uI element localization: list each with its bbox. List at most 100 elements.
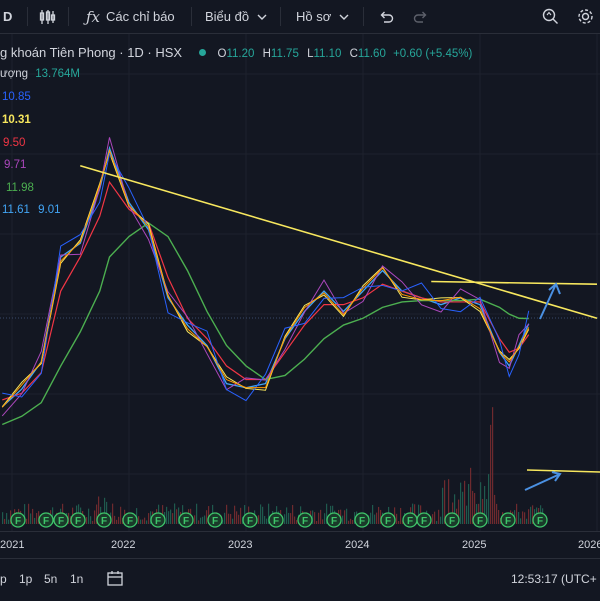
series-line-2 — [2, 180, 530, 401]
volume-bar — [10, 510, 12, 524]
volume-bar — [104, 497, 106, 524]
event-marker-icon — [380, 512, 396, 528]
volume-bar — [432, 514, 434, 524]
gear-icon — [578, 9, 593, 24]
volume-bar — [342, 515, 344, 524]
indicator-templates-icon[interactable] — [38, 0, 56, 33]
x-tick-2023: 2023 — [228, 539, 253, 551]
settings-button[interactable] — [576, 0, 595, 33]
open-value: 11.20 — [226, 48, 255, 60]
event-marker-icon — [532, 512, 548, 528]
volume-bar — [474, 493, 476, 524]
low-label: L — [307, 48, 314, 60]
volume-bar — [142, 519, 144, 524]
event-marker-icon — [38, 512, 54, 528]
symbol-button[interactable]: D — [3, 0, 12, 33]
volume-bar — [294, 516, 296, 524]
volume-bar — [226, 504, 228, 524]
volume-bar — [136, 508, 138, 524]
x-tick-2021: 2021 — [0, 539, 25, 551]
ma-value-6: 11.61 — [2, 204, 30, 216]
event-marker-label: F — [421, 516, 427, 527]
volume-bar — [6, 513, 8, 524]
chart-type-label: Biểu đồ — [205, 9, 250, 24]
volume-bar — [464, 480, 466, 524]
ma-legend-3: 9.50 — [3, 137, 26, 149]
volume-bar — [140, 519, 142, 524]
volume-bar — [230, 513, 232, 524]
volume-bar — [284, 514, 286, 524]
volume-bar — [146, 520, 148, 524]
volume-bar — [86, 517, 88, 524]
event-marker-label: F — [101, 516, 107, 527]
event-marker-icon — [150, 512, 166, 528]
volume-bar — [208, 506, 210, 524]
redo-button[interactable] — [413, 0, 429, 33]
volume-bar — [26, 518, 28, 524]
volume-bar — [516, 503, 518, 524]
range-1n[interactable]: 1n — [70, 572, 84, 586]
volume-bar — [200, 517, 202, 524]
undo-button[interactable] — [378, 0, 394, 33]
arrow-up-volume-head — [551, 471, 562, 482]
arrow-up-price-head — [548, 282, 561, 295]
volume-bar — [2, 512, 4, 524]
volume-bar — [486, 499, 488, 524]
event-marker-icon — [268, 512, 284, 528]
volume-bar — [68, 512, 70, 524]
clock-display[interactable]: 12:53:17 (UTC+ — [511, 572, 597, 586]
volume-bar — [344, 510, 346, 524]
volume-bar — [322, 519, 324, 524]
volume-bar — [462, 491, 464, 524]
volume-bar — [434, 511, 436, 524]
volume-bar — [468, 484, 470, 524]
date-range-button[interactable] — [106, 569, 124, 590]
chart-type-button[interactable]: Biểu đồ — [205, 0, 269, 33]
volume-bar — [350, 518, 352, 524]
volume-bar — [438, 509, 440, 524]
ma-line-2 — [1, 137, 530, 417]
volume-bar — [206, 510, 208, 524]
symbol-legend: g khoán Tiên Phong · 1D · HSX O11.20 H11… — [0, 45, 472, 60]
profile-button[interactable]: Hồ sơ — [296, 0, 351, 33]
event-marker-label: F — [505, 516, 511, 527]
x-tick-2026: 2026 — [578, 539, 600, 551]
volume-bar — [34, 517, 36, 524]
event-marker-label: F — [155, 516, 161, 527]
volume-bar — [120, 506, 122, 524]
volume-bar — [482, 498, 484, 524]
volume-bar — [530, 506, 532, 524]
volume-bar — [266, 518, 268, 524]
event-marker-label: F — [331, 516, 337, 527]
volume-bar — [288, 512, 290, 524]
range-1p[interactable]: 1p — [19, 572, 33, 586]
volume-bar — [472, 490, 474, 524]
volume-bar — [318, 512, 320, 524]
indicators-button[interactable]: ƒx Các chỉ báo — [86, 0, 175, 33]
profile-label: Hồ sơ — [296, 9, 332, 24]
range-5n[interactable]: 5n — [44, 572, 58, 586]
time-axis[interactable]: 2021 2022 2023 2024 2025 2026 — [0, 531, 600, 558]
volume-bar — [458, 499, 460, 524]
volume-bar — [172, 513, 174, 524]
quick-search-button[interactable] — [541, 0, 560, 33]
range-p[interactable]: p — [0, 572, 7, 586]
volume-bar — [460, 482, 462, 524]
volume-bar — [112, 503, 114, 524]
volume-bar — [348, 520, 350, 524]
volume-bar — [526, 518, 528, 524]
event-marker-icon — [96, 512, 112, 528]
ma-legend-4: 9.71 — [4, 159, 27, 171]
volume-bar — [316, 520, 318, 524]
change-value: +0.60 (+5.45%) — [393, 48, 473, 60]
top-toolbar: D ƒx Các chỉ báo Biểu đồ Hồ sơ — [0, 0, 600, 34]
ma-legend-5: 11.98 — [6, 182, 34, 194]
volume-trendline — [526, 469, 600, 473]
volume-bar — [380, 509, 382, 524]
volume-bar — [90, 516, 92, 524]
symbol-label: D — [3, 9, 13, 24]
volume-bar — [88, 508, 90, 524]
